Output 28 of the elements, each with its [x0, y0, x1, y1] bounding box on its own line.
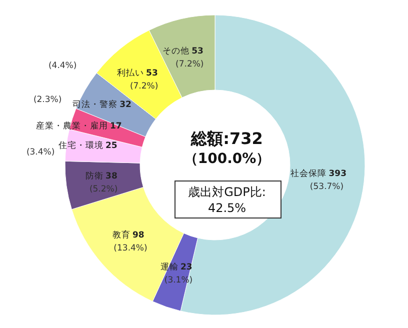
slice-label: 運輸 — [160, 261, 178, 272]
slice-label: 住宅・環境 — [58, 140, 104, 152]
slice-label: 社会保障 — [290, 168, 327, 180]
slice-label: 司法・警察 — [72, 98, 118, 110]
slice-label: その他 — [162, 45, 190, 56]
data-label: 17 — [110, 121, 122, 132]
text: (5.2%) — [89, 184, 118, 194]
data-label: 25 — [105, 141, 118, 152]
data-label: 53 — [192, 46, 204, 56]
text: (3.4%) — [26, 148, 55, 158]
text: （100.0%） — [184, 151, 270, 167]
text: (7.2%) — [130, 82, 158, 92]
data-label: 98 — [132, 230, 144, 240]
slice-label: 防衛 — [86, 170, 104, 182]
data-label: 53 — [146, 68, 158, 79]
data-label: 32 — [120, 100, 132, 110]
text: 総額:732 — [190, 129, 263, 148]
text: (7.2%) — [176, 59, 204, 70]
text: (13.4%) — [114, 243, 148, 254]
slice-label: 教育 — [112, 229, 130, 240]
data-label: 38 — [106, 171, 118, 182]
text: (53.7%) — [310, 182, 344, 192]
slice-label: 利払い — [117, 68, 144, 79]
data-label: 393 — [328, 169, 347, 180]
text: 42.5% — [208, 201, 246, 215]
text: (2.3%) — [33, 94, 62, 105]
text: 歳出対GDP比: — [188, 185, 266, 199]
text: (4.4%) — [48, 61, 77, 71]
